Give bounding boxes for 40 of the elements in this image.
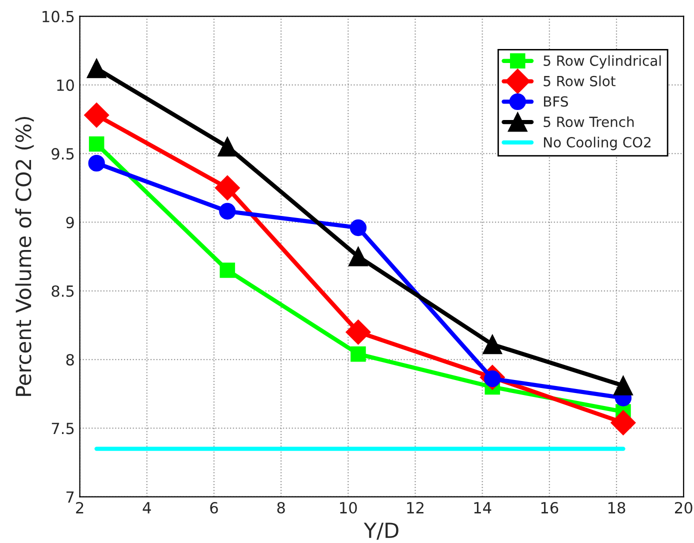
point [214, 175, 240, 200]
x-tick-label: 6 [210, 502, 218, 514]
x-tick-label: 18 [608, 502, 626, 514]
point [88, 154, 105, 172]
y-tick-label: 9.5 [52, 148, 74, 160]
point [218, 137, 238, 156]
x-tick-label: 8 [277, 502, 285, 514]
legend-label: 5 Row Slot [544, 76, 616, 86]
y-tick-label: 10.5 [42, 10, 74, 22]
y-axis-title: Percent Volume of CO2 (%) [15, 117, 34, 396]
x-tick-label: 10 [340, 502, 357, 514]
legend-label: BFS [544, 96, 568, 107]
point [350, 346, 366, 362]
x-tick-label: 14 [474, 502, 492, 514]
point [84, 102, 110, 128]
x-tick-label: 20 [674, 502, 692, 514]
point [219, 202, 236, 220]
point [88, 136, 104, 152]
point [86, 58, 106, 78]
point [482, 334, 502, 354]
y-tick-label: 9 [66, 216, 74, 228]
legend-label: 5 Row Cylindrical [544, 55, 661, 69]
point [346, 320, 371, 345]
point [220, 262, 236, 278]
point [610, 410, 636, 436]
legend-label: No Cooling CO2 [544, 136, 650, 150]
x-tick-label: 2 [76, 502, 84, 514]
point [350, 219, 367, 236]
x-tick-label: 4 [142, 502, 151, 514]
point [348, 246, 368, 266]
x-tick-label: 12 [407, 502, 424, 514]
point [613, 376, 633, 396]
y-tick-label: 10 [57, 79, 74, 91]
x-axis-title: Y/D [364, 522, 398, 540]
y-tick-label: 7.5 [52, 422, 74, 434]
y-tick-label: 8 [66, 354, 74, 366]
x-tick-label: 16 [541, 502, 558, 514]
y-tick-label: 7 [66, 492, 74, 503]
legend-label: 5 Row Trench [544, 116, 634, 128]
y-tick-label: 8.5 [52, 285, 74, 297]
